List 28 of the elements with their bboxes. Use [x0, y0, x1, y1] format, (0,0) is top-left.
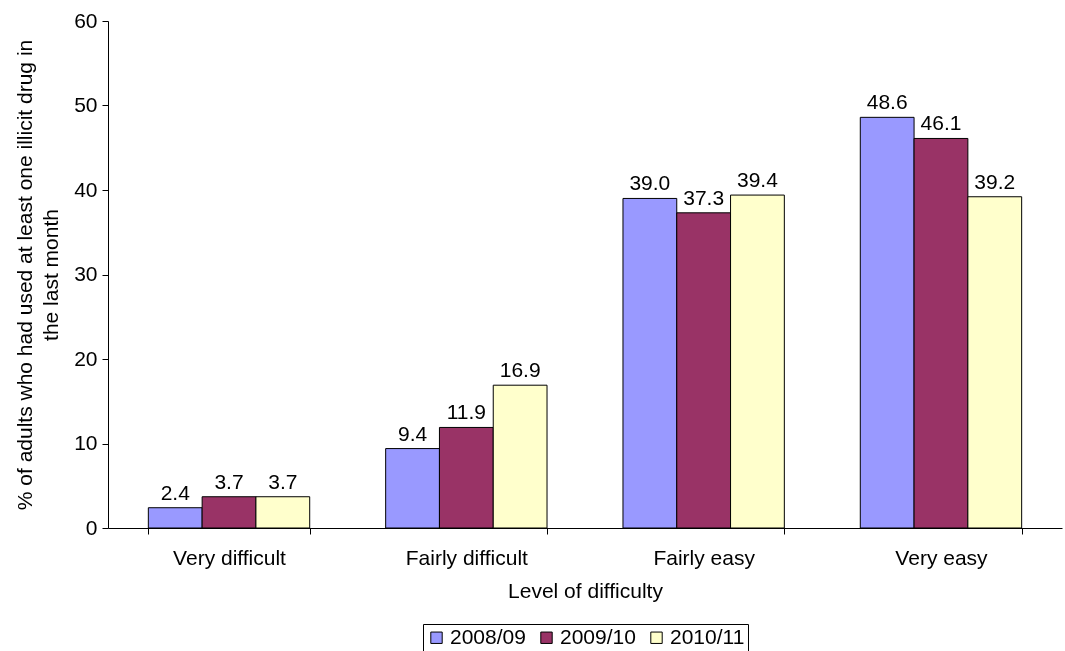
data-label: 39.0 [629, 171, 671, 195]
legend-label: 2010/11 [670, 624, 745, 648]
data-label: 39.2 [974, 169, 1016, 193]
legend-label: 2009/10 [560, 624, 636, 648]
data-label: 3.7 [214, 469, 244, 493]
y-tick-label: 20 [74, 346, 98, 370]
y-tick-label: 10 [74, 431, 98, 454]
y-axis-title: % of adults who had used at least one illicit drug in the last month [13, 39, 63, 511]
data-label: 46.1 [920, 111, 962, 135]
data-label: 11.9 [446, 400, 487, 424]
x-axis-title: Level of difficulty [508, 578, 664, 602]
y-tick-label: 60 [74, 8, 98, 32]
data-label: 48.6 [866, 90, 908, 114]
data-label: 2.4 [160, 480, 191, 504]
x-tick-label: Very easy [895, 545, 989, 569]
y-tick-label: 30 [74, 262, 98, 285]
data-label: 39.4 [737, 168, 779, 192]
data-label: 37.3 [683, 185, 725, 209]
legend-label: 2008/09 [450, 624, 526, 648]
y-tick-label: 50 [74, 93, 98, 116]
data-label: 9.4 [397, 421, 428, 445]
x-tick-label: Fairly difficult [405, 545, 529, 569]
data-label: 16.9 [499, 358, 541, 382]
y-tick-label: 0 [85, 515, 98, 539]
data-label: 3.7 [268, 469, 298, 493]
x-tick-label: Very difficult [173, 545, 287, 569]
y-tick-label: 40 [74, 177, 98, 201]
x-tick-label: Fairly easy [653, 545, 756, 569]
